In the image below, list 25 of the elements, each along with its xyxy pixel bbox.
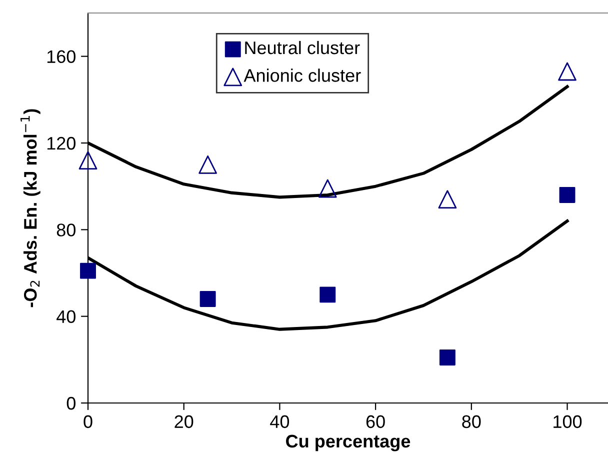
point <box>438 190 457 209</box>
x-tick-label: 20 <box>174 415 194 428</box>
x-tick-label: 60 <box>366 415 385 428</box>
x-tick-label: 80 <box>462 415 481 428</box>
legend-label: Neutral cluster <box>245 40 360 54</box>
y-tick-label: 120 <box>47 136 76 150</box>
x-axis-title: Cu percentage <box>286 434 410 452</box>
x-tick-label: 100 <box>554 415 582 428</box>
x-tick-label: 40 <box>270 415 290 428</box>
point <box>320 286 336 303</box>
point <box>198 155 218 174</box>
y-tick-label: 40 <box>56 310 76 324</box>
legend-label: Anionic cluster <box>244 68 361 82</box>
point <box>318 179 337 198</box>
point <box>439 350 456 366</box>
x-tick-label: 0 <box>84 415 92 428</box>
y-axis-title: -O$_{2}$ Ads. En. (kJ mol$^{−1}$) <box>20 109 40 308</box>
point <box>200 291 216 307</box>
point <box>558 62 576 81</box>
y-tick-label: 160 <box>47 50 76 64</box>
point <box>78 151 98 170</box>
point <box>559 187 576 203</box>
y-tick-label: 0 <box>66 396 76 410</box>
y-tick-label: 80 <box>56 224 76 236</box>
point <box>80 262 96 279</box>
